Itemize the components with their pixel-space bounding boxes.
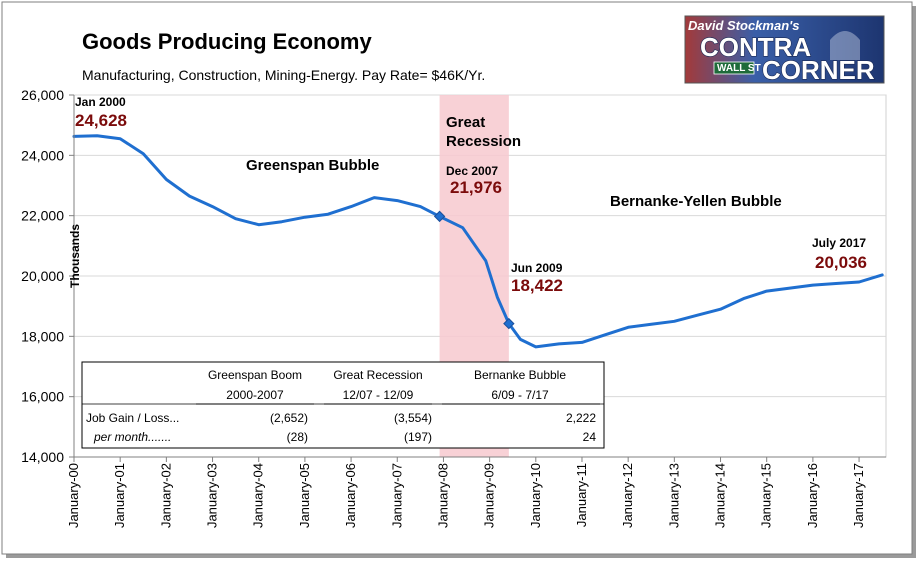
table-col2-gain: (3,554)	[394, 411, 432, 425]
y-tick-label: 16,000	[21, 389, 64, 405]
annotation-greenspan: Greenspan Bubble	[246, 157, 379, 174]
annotation-trough-value: 18,422	[511, 276, 563, 295]
x-tick-label: January-02	[158, 463, 173, 528]
table-col2-name: Great Recession	[333, 368, 422, 382]
capitol-dome-icon	[830, 31, 860, 60]
table-col3-gain: 2,222	[566, 411, 596, 425]
x-tick-label: January-16	[805, 463, 820, 528]
x-tick-label: January-11	[574, 463, 589, 527]
x-tick-label: January-06	[343, 463, 358, 528]
series-line-group	[72, 134, 884, 349]
x-tick-label: January-13	[666, 463, 681, 528]
logo-tagline: David Stockman's	[688, 18, 799, 33]
y-tick-label: 14,000	[21, 449, 64, 465]
y-axis-label: Thousands	[68, 224, 82, 288]
annotation-bernanke: Bernanke-Yellen Bubble	[610, 193, 782, 210]
contra-corner-logo: David Stockman's CONTRA WALL ST CORNER	[684, 15, 885, 86]
wall-street-sign-icon	[713, 61, 755, 75]
annotation-end-value: 20,036	[815, 253, 867, 272]
table-col3-range: 6/09 - 7/17	[491, 388, 549, 402]
annotation-trough-label: Jun 2009	[511, 261, 563, 275]
x-axis-ticks: January-00 January-01 January-02 January-03…	[66, 457, 866, 528]
table-col1-gain: (2,652)	[270, 411, 308, 425]
x-tick-label: January-15	[759, 463, 774, 528]
y-tick-label: 24,000	[21, 147, 64, 163]
table-border	[81, 361, 605, 449]
x-tick-label: January-04	[251, 463, 266, 528]
data-marker	[433, 210, 446, 223]
annotation-peak-label: Dec 2007	[446, 164, 498, 178]
table-col1-range: 2000-2007	[226, 388, 284, 402]
x-tick-label: January-12	[620, 463, 635, 528]
table-col2-range: 12/07 - 12/09	[343, 388, 414, 402]
summary-table: Greenspan Boom 2000-2007 Great Recession…	[81, 361, 605, 449]
y-axis-ticks: 14,000 16,000 18,000 20,000 22,000 24,000 26,0…	[21, 87, 74, 465]
annotation-peak-value: 21,976	[450, 178, 502, 197]
table-col2-per-month: (197)	[404, 430, 432, 444]
logo-word-corner: CORNER	[762, 55, 875, 85]
table-row1-label: Job Gain / Loss...	[86, 411, 179, 425]
y-tick-label: 26,000	[21, 87, 64, 103]
annotation-end-label: July 2017	[812, 236, 866, 250]
x-tick-label: January-03	[205, 463, 220, 528]
table-col3-name: Bernanke Bubble	[474, 368, 566, 382]
x-tick-label: January-07	[389, 463, 404, 528]
annotation-start-value: 24,628	[75, 111, 127, 130]
table-col3-per-month: 24	[583, 430, 597, 444]
x-tick-label: January-09	[482, 463, 497, 528]
annotation-start-label: Jan 2000	[75, 95, 126, 109]
x-tick-label: January-01	[112, 463, 127, 528]
data-marker	[503, 317, 515, 330]
y-tick-label: 22,000	[21, 208, 64, 224]
x-tick-label: January-08	[435, 463, 450, 528]
annotation-recession-1: Great	[446, 114, 485, 131]
logo-word-contra: CONTRA	[700, 32, 811, 62]
series-line	[72, 134, 884, 349]
x-tick-label: January-10	[528, 463, 543, 528]
x-tick-label: January-17	[851, 463, 866, 528]
chart-title: Goods Producing Economy	[82, 29, 372, 54]
x-tick-label: January-14	[713, 463, 728, 528]
table-col1-name: Greenspan Boom	[208, 368, 302, 382]
y-tick-label: 20,000	[21, 268, 64, 284]
x-tick-label: January-05	[297, 463, 312, 528]
marker-group	[433, 210, 515, 330]
annotation-recession-2: Recession	[446, 133, 521, 150]
logo-wall-sign: WALL ST	[717, 63, 761, 74]
chart-subtitle: Manufacturing, Construction, Mining-Ener…	[82, 67, 485, 83]
x-tick-label: January-00	[66, 463, 81, 528]
table-row2-label: per month.......	[93, 430, 171, 444]
table-col1-per-month: (28)	[287, 430, 308, 444]
y-tick-label: 18,000	[21, 328, 64, 344]
